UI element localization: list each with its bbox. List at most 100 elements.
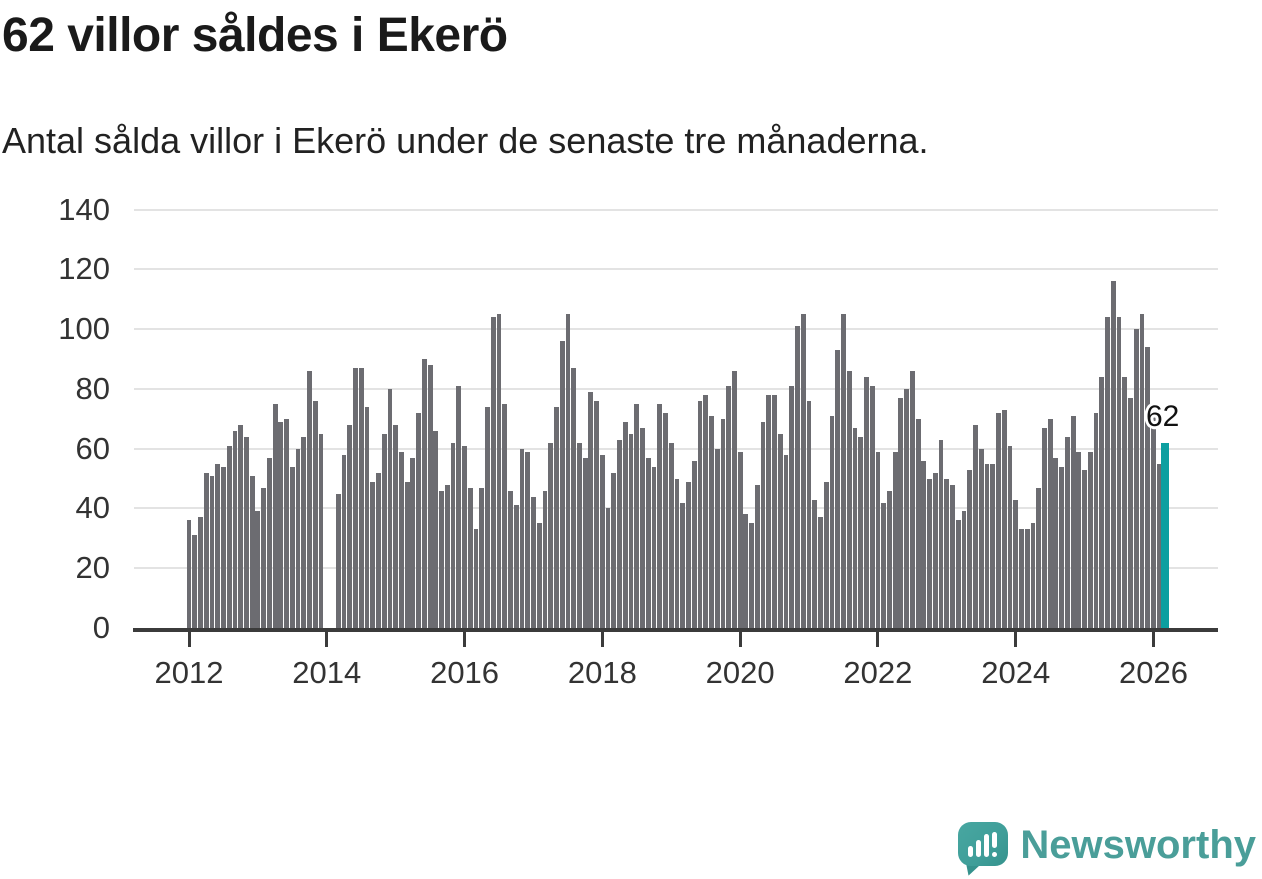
bar-month-28 [347,424,353,628]
x-tick-label-2018: 2018 [567,655,637,690]
bar-month-13 [261,487,267,628]
bar-month-135 [961,511,967,628]
bar-month-60 [531,496,536,628]
bar-month-75 [617,439,622,628]
bar-month-64 [554,406,559,628]
bar-month-127 [915,418,921,628]
bar-month-55 [502,403,508,628]
x-tick-2020 [738,632,742,647]
bar-month-153 [1064,436,1070,628]
bar-month-78 [634,403,640,628]
bar-month-65 [559,341,565,628]
bar-month-169 [1156,463,1162,628]
bar-month-130 [932,472,938,628]
logo-bar-icon-3 [984,834,990,857]
bar-month-84 [668,442,674,628]
bar-month-146 [1024,529,1030,628]
bar-month-140 [990,463,996,628]
bar-month-16 [278,421,284,628]
x-tick-2016 [463,632,467,647]
bar-month-59 [525,451,531,628]
bar-month-61 [536,523,542,628]
x-tick-2026 [1151,632,1155,647]
bar-month-23 [318,433,324,628]
bar-month-90 [703,394,709,628]
bar-month-100 [760,421,766,628]
bar-month-161 [1110,281,1116,628]
last-value-label: 62 [1146,400,1180,433]
bar-month-129 [927,478,932,628]
bar-month-164 [1128,397,1133,628]
brand-footer: Newsworthy [958,814,1256,879]
bar-month-20 [301,436,307,628]
logo-bar-icon-1 [968,846,974,857]
bar-month-7 [226,445,232,628]
bar-month-122 [887,490,892,628]
x-tick-label-2020: 2020 [705,655,775,690]
bar-month-167 [1145,347,1151,628]
bar-month-93 [720,418,726,628]
bar-month-113 [835,350,841,628]
bar-month-165 [1133,329,1139,628]
bar-month-81 [651,466,657,628]
bar-month-123 [892,451,898,628]
gridline-60 [134,447,1218,450]
bar-month-58 [519,448,525,628]
bar-month-9 [238,424,244,628]
bar-month-26 [335,493,341,628]
x-tick-label-2022: 2022 [843,655,913,690]
bar-month-48 [462,445,467,628]
x-tick-2018 [600,632,604,647]
bar-month-144 [1013,499,1019,628]
bar-month-110 [818,517,823,628]
bar-month-83 [663,412,668,628]
bar-month-38 [404,481,410,628]
bar-month-10 [244,436,249,628]
bar-month-107 [800,314,806,628]
bar-month-124 [898,397,904,628]
bar-month-136 [967,469,973,628]
bar-month-6 [221,466,226,628]
bar-month-51 [479,487,485,628]
bar-month-119 [869,385,875,628]
bar-month-111 [823,481,829,628]
bar-month-155 [1076,451,1082,628]
bar-month-138 [978,448,984,628]
bar-month-53 [490,317,496,628]
bar-month-121 [881,502,887,628]
bar-month-103 [777,433,783,628]
logo-exclamation-dot [992,852,998,857]
bar-month-160 [1105,317,1110,628]
bar-month-96 [737,451,743,628]
bar-month-151 [1053,457,1059,628]
chart-subtitle: Antal sålda villor i Ekerö under de sena… [2,120,929,161]
bar-month-32 [370,481,376,628]
bar-month-22 [312,400,318,628]
x-tick-2022 [876,632,880,647]
bar-month-102 [772,394,777,628]
bar-month-43 [433,430,439,628]
bar-month-101 [766,394,772,628]
bar-month-37 [399,451,404,628]
bar-month-11 [249,475,255,628]
bar-month-114 [841,314,846,628]
bar-month-27 [341,454,347,628]
bar-month-15 [272,403,278,628]
bar-month-152 [1059,466,1065,628]
x-tick-2024 [1014,632,1018,647]
bar-month-126 [909,371,915,628]
bar-month-74 [611,472,617,628]
logo-bar-icon-2 [976,840,982,857]
bar-month-98 [749,523,754,628]
y-tick-label-80: 80 [75,370,110,406]
bar-month-150 [1047,418,1053,628]
logo-exclamation-icon [992,832,998,848]
bar-month-68 [576,442,582,628]
bar-month-46 [450,442,456,628]
bar-month-52 [485,406,490,628]
bar-month-166 [1139,314,1145,628]
bar-month-45 [444,484,450,628]
bar-month-134 [955,520,961,628]
bar-month-12 [255,511,261,628]
